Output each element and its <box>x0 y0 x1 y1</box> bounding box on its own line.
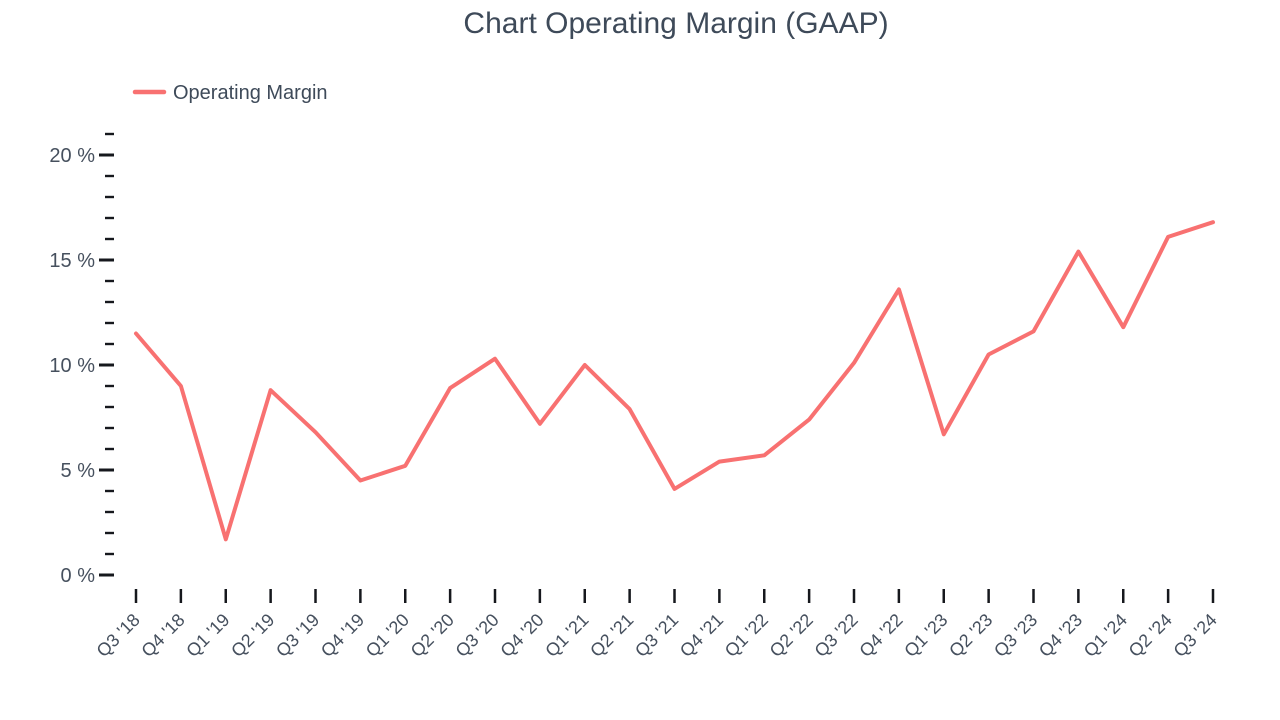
x-axis-label: Q1 '24 <box>1080 610 1131 661</box>
x-axis-label: Q3 '24 <box>1170 610 1221 661</box>
x-axis-label: Q2 '21 <box>586 610 637 661</box>
y-axis-label: 20 % <box>49 145 95 167</box>
x-axis-label: Q3 '18 <box>93 610 144 661</box>
x-axis-label: Q4 '20 <box>496 610 547 661</box>
y-axis-label: 0 % <box>61 565 96 587</box>
x-axis-label: Q2 '23 <box>945 610 996 661</box>
x-axis-label: Q1 '21 <box>541 610 592 661</box>
y-axis-label: 15 % <box>49 250 95 272</box>
x-axis-label: Q4 '18 <box>137 610 188 661</box>
chart-title: Chart Operating Margin (GAAP) <box>463 7 888 40</box>
x-axis-label: Q1 '23 <box>900 610 951 661</box>
x-axis-label: Q4 '23 <box>1035 610 1086 661</box>
x-axis-label: Q1 '20 <box>362 610 413 661</box>
series-line-operating-margin <box>134 220 1215 542</box>
x-axis-label: Q2 '22 <box>766 610 817 661</box>
y-axis: 0 % 5 % 10 % 15 % 20 % <box>49 132 114 587</box>
x-axis-label: Q3 '20 <box>452 610 503 661</box>
legend-label: Operating Margin <box>173 82 328 104</box>
legend: Operating Margin <box>132 82 328 104</box>
x-axis-label: Q3 '22 <box>811 610 862 661</box>
x-axis-label: Q2 '20 <box>407 610 458 661</box>
x-axis-label: Q1 '19 <box>182 610 233 661</box>
x-axis-label: Q4 '22 <box>855 610 906 661</box>
y-axis-label: 5 % <box>61 460 96 482</box>
x-axis-label: Q3 '19 <box>272 610 323 661</box>
x-axis-label: Q3 '21 <box>631 610 682 661</box>
x-axis-label: Q3 '23 <box>990 610 1041 661</box>
y-axis-label: 10 % <box>49 355 95 377</box>
x-axis-label: Q4 '21 <box>676 610 727 661</box>
x-axis-label: Q4 '19 <box>317 610 368 661</box>
x-axis-label: Q2 '19 <box>227 610 278 661</box>
x-axis-label: Q1 '22 <box>721 610 772 661</box>
x-axis-label: Q2 '24 <box>1125 610 1176 661</box>
